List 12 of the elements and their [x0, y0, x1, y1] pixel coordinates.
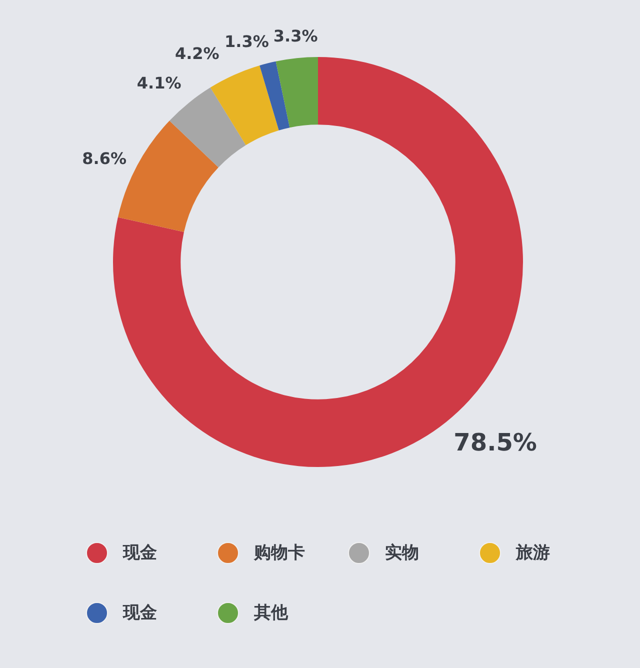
legend-label: 购物卡: [254, 542, 305, 565]
legend-label: 现金: [123, 602, 157, 625]
legend-label: 实物: [385, 542, 419, 565]
data-label: 8.6%: [82, 149, 127, 168]
data-label: 1.3%: [224, 32, 269, 51]
legend-label: 其他: [254, 602, 288, 625]
data-label: 4.2%: [174, 44, 220, 64]
data-label: 3.3%: [273, 26, 318, 46]
data-label: 78.5%: [454, 428, 537, 457]
legend-label: 现金: [123, 542, 157, 565]
legend-label: 旅游: [516, 542, 550, 565]
data-label: 4.1%: [136, 74, 182, 93]
